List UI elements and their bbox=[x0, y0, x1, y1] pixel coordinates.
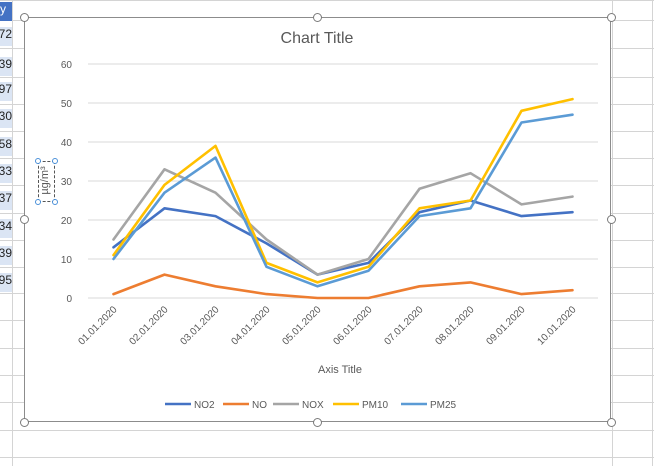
resize-handle[interactable] bbox=[19, 417, 29, 427]
resize-handle[interactable] bbox=[312, 417, 322, 427]
resize-handle[interactable] bbox=[606, 417, 616, 427]
x-tick-label: 06.01.2020 bbox=[331, 304, 374, 347]
y-tick-label: 40 bbox=[61, 138, 73, 149]
x-axis-ticks: 01.01.2020 02.01.2020 03.01.2020 04.01.2020… bbox=[76, 304, 578, 347]
y-axis-title[interactable]: µg/m³ bbox=[39, 166, 51, 195]
series-line-pm25[interactable] bbox=[112, 113, 574, 288]
y-tick-label: 10 bbox=[61, 255, 73, 266]
cell-value[interactable]: 95 bbox=[0, 273, 12, 292]
y-axis-ticks: 0 10 20 30 40 50 60 bbox=[61, 60, 73, 305]
chart-title[interactable]: Chart Title bbox=[281, 30, 354, 47]
cell-value[interactable]: 30 bbox=[0, 109, 12, 128]
resize-handle[interactable] bbox=[19, 12, 29, 22]
resize-handle[interactable] bbox=[19, 214, 29, 224]
legend-label: NOX bbox=[302, 400, 324, 411]
x-axis-title[interactable]: Axis Title bbox=[318, 364, 362, 376]
series-lines bbox=[112, 97, 574, 300]
axis-title-handle[interactable] bbox=[52, 158, 58, 164]
x-tick-label: 04.01.2020 bbox=[229, 304, 272, 347]
cell-value[interactable]: 39 bbox=[0, 246, 12, 265]
cell-value[interactable]: 72 bbox=[0, 27, 12, 46]
legend[interactable]: NO2 NO NOX PM10 PM25 bbox=[165, 400, 457, 411]
cell-value[interactable]: 33 bbox=[0, 164, 12, 183]
resize-handle[interactable] bbox=[606, 12, 616, 22]
gridlines bbox=[88, 63, 598, 299]
axis-title-handle[interactable] bbox=[52, 199, 58, 205]
legend-label: NO2 bbox=[194, 400, 215, 411]
x-tick-label: 05.01.2020 bbox=[280, 304, 323, 347]
series-line-pm10[interactable] bbox=[112, 97, 574, 284]
cell-value[interactable]: 58 bbox=[0, 137, 12, 156]
legend-label: NO bbox=[252, 400, 267, 411]
series-line-no2[interactable] bbox=[112, 199, 574, 276]
y-tick-label: 60 bbox=[61, 60, 73, 71]
y-tick-label: 0 bbox=[66, 294, 72, 305]
legend-item-pm10[interactable]: PM10 bbox=[333, 400, 389, 411]
y-tick-label: 50 bbox=[61, 99, 73, 110]
axis-title-handle[interactable] bbox=[35, 158, 41, 164]
legend-item-pm25[interactable]: PM25 bbox=[401, 400, 457, 411]
x-tick-label: 08.01.2020 bbox=[433, 304, 476, 347]
y-axis-title-selection[interactable] bbox=[38, 161, 55, 202]
x-tick-label: 02.01.2020 bbox=[127, 304, 170, 347]
legend-item-no2[interactable]: NO2 bbox=[165, 400, 215, 411]
x-tick-label: 07.01.2020 bbox=[382, 304, 425, 347]
cell-value[interactable]: 97 bbox=[0, 82, 12, 101]
y-tick-label: 20 bbox=[61, 216, 73, 227]
legend-label: PM25 bbox=[430, 400, 457, 411]
cell-value[interactable]: 39 bbox=[0, 57, 12, 76]
series-line-no[interactable] bbox=[112, 273, 574, 300]
cell-value[interactable]: 37 bbox=[0, 191, 12, 210]
axis-title-handle[interactable] bbox=[35, 199, 41, 205]
x-tick-label: 03.01.2020 bbox=[178, 304, 221, 347]
legend-item-nox[interactable]: NOX bbox=[273, 400, 324, 411]
resize-handle[interactable] bbox=[606, 214, 616, 224]
x-tick-label: 09.01.2020 bbox=[484, 304, 527, 347]
series-line-nox[interactable] bbox=[112, 168, 574, 276]
resize-handle[interactable] bbox=[312, 12, 322, 22]
x-tick-label: 10.01.2020 bbox=[535, 304, 578, 347]
cell-value[interactable]: 34 bbox=[0, 219, 12, 238]
column-header-cell[interactable]: y bbox=[0, 2, 12, 21]
legend-label: PM10 bbox=[362, 400, 389, 411]
y-tick-label: 30 bbox=[61, 177, 73, 188]
x-tick-label: 01.01.2020 bbox=[76, 304, 119, 347]
legend-item-no[interactable]: NO bbox=[223, 400, 267, 411]
